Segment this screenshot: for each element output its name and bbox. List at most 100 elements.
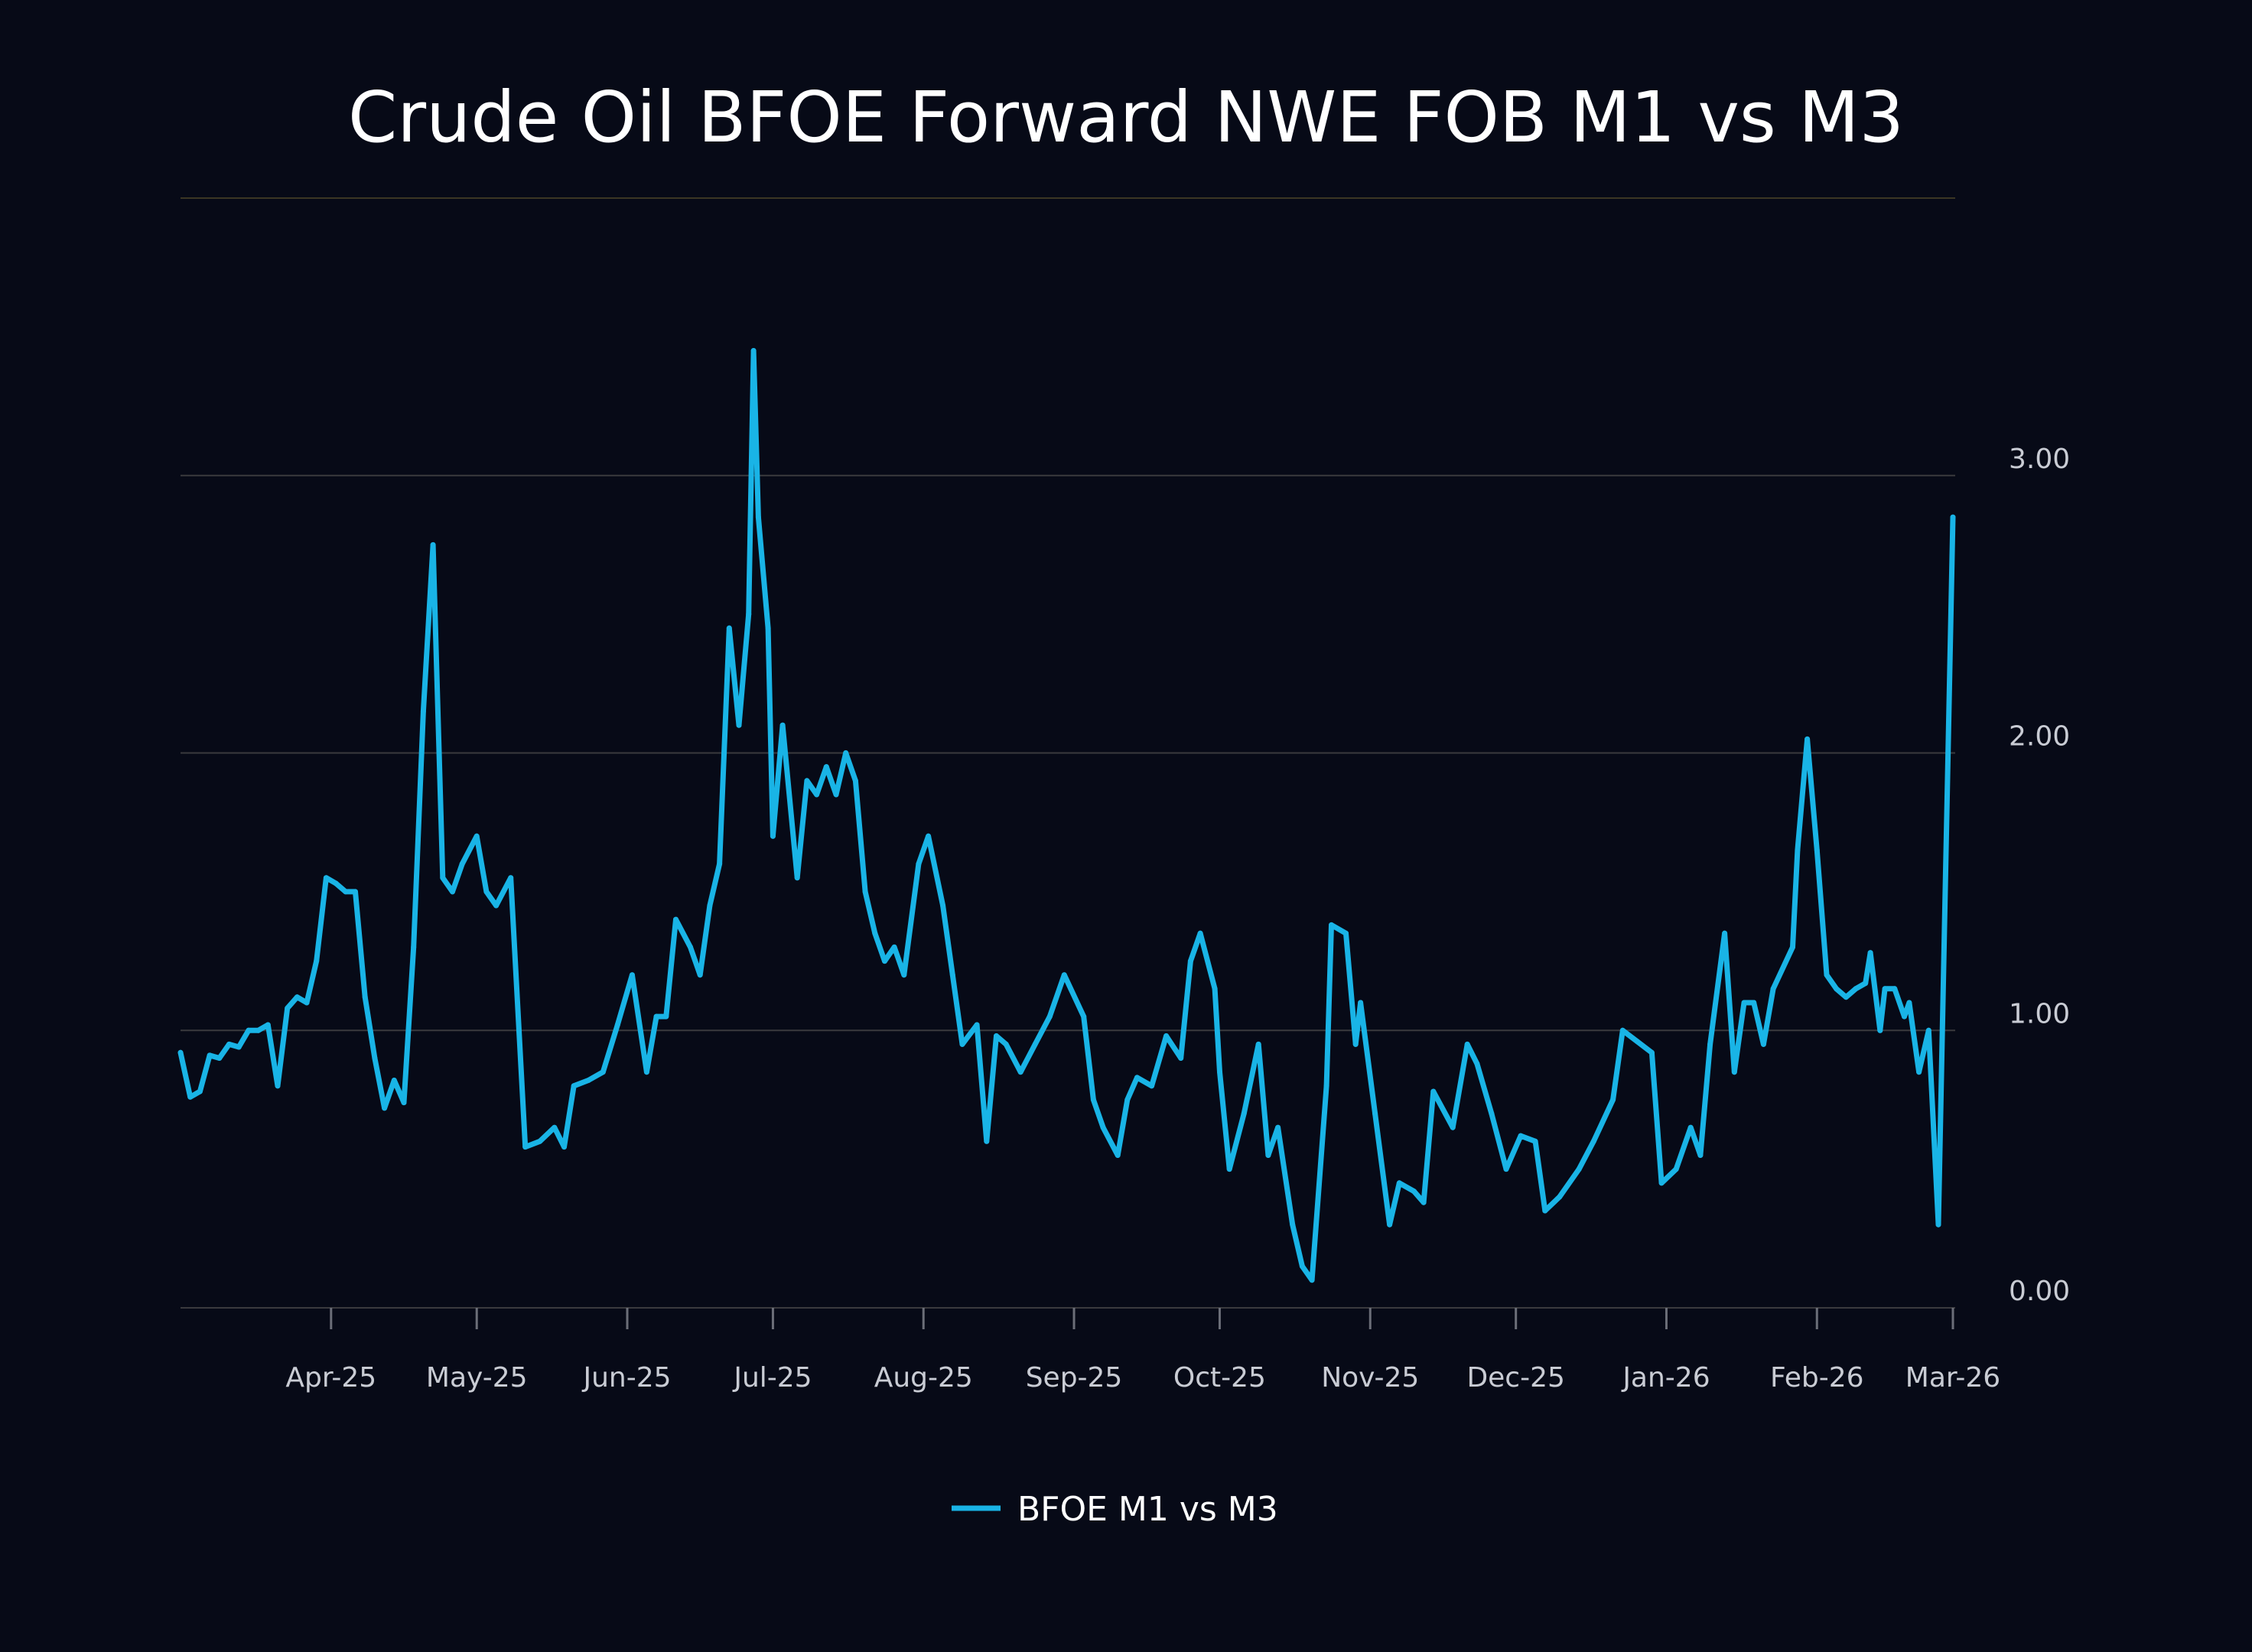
data-point — [1867, 950, 1873, 956]
data-point — [1217, 1069, 1222, 1075]
data-point — [707, 902, 713, 909]
data-point — [823, 764, 829, 770]
data-point — [353, 889, 358, 895]
data-point — [522, 1144, 529, 1150]
data-point — [1003, 1041, 1009, 1047]
data-point — [1358, 1000, 1364, 1006]
data-point — [614, 1022, 620, 1028]
data-point — [474, 833, 480, 839]
data-point — [1760, 1041, 1766, 1047]
data-point — [255, 1027, 262, 1033]
data-point — [1464, 1041, 1470, 1047]
data-point — [333, 880, 339, 886]
data-point — [1299, 1263, 1305, 1270]
x-tick-label: Dec-25 — [1466, 1362, 1564, 1393]
data-point — [755, 514, 761, 520]
data-point — [872, 930, 878, 936]
data-point — [420, 708, 426, 714]
data-point — [697, 972, 703, 978]
data-point — [600, 1069, 606, 1075]
data-point — [1542, 1208, 1548, 1214]
data-point — [643, 1069, 649, 1075]
data-point — [653, 1013, 659, 1019]
data-point — [1226, 1166, 1232, 1172]
data-point — [1557, 1194, 1563, 1200]
data-point — [994, 1033, 999, 1039]
data-point — [1576, 1166, 1582, 1172]
data-point — [1090, 1097, 1096, 1103]
data-point — [1790, 944, 1795, 950]
data-point — [1770, 986, 1776, 992]
data-point — [561, 1144, 567, 1150]
data-point — [629, 972, 635, 978]
data-point — [882, 958, 887, 964]
x-tick-label: Mar-26 — [1905, 1362, 2000, 1393]
chart-title: Crude Oil BFOE Forward NWE FOB M1 vs M3 — [348, 76, 1904, 158]
data-point — [1411, 1189, 1417, 1195]
data-point — [1275, 1124, 1281, 1130]
data-point — [1950, 514, 1956, 520]
data-point — [843, 750, 849, 756]
data-point — [1634, 1039, 1640, 1045]
data-point — [717, 861, 723, 867]
data-point — [1590, 1138, 1596, 1144]
data-point — [585, 1078, 591, 1083]
data-point — [1323, 1083, 1329, 1089]
data-point — [537, 1138, 543, 1144]
data-point — [1450, 1124, 1456, 1130]
data-point — [901, 972, 907, 978]
data-point — [770, 833, 776, 839]
data-point — [891, 944, 897, 950]
data-point — [794, 875, 800, 881]
data-point — [1843, 994, 1849, 1000]
data-point — [571, 1083, 577, 1089]
data-point — [1115, 1153, 1121, 1158]
data-point — [314, 958, 320, 964]
data-point — [1610, 1097, 1616, 1103]
data-point — [216, 1055, 223, 1061]
data-point — [1814, 847, 1820, 853]
data-point — [1741, 1000, 1747, 1006]
data-point — [1197, 930, 1203, 936]
x-tick-label: Jun-25 — [581, 1362, 671, 1393]
data-point — [285, 1005, 291, 1011]
data-point — [750, 348, 757, 353]
data-point — [1619, 1027, 1626, 1033]
data-point — [1722, 930, 1728, 936]
data-point — [1532, 1138, 1538, 1144]
data-point — [323, 875, 329, 881]
data-point — [1430, 1088, 1437, 1094]
data-point — [1017, 1069, 1023, 1075]
y-tick-label: 3.00 — [2009, 444, 2070, 475]
data-point — [1309, 1277, 1315, 1283]
data-point — [959, 1041, 965, 1047]
data-point — [1265, 1153, 1271, 1158]
data-point — [1255, 1041, 1261, 1047]
data-point — [1834, 986, 1840, 992]
data-point — [1731, 1069, 1737, 1075]
data-point — [1046, 1013, 1053, 1019]
data-point — [949, 972, 955, 978]
x-tick-label: Jan-26 — [1621, 1362, 1710, 1393]
data-point — [1290, 1221, 1296, 1228]
x-tick-label: Nov-25 — [1321, 1362, 1419, 1393]
data-point — [1503, 1166, 1509, 1172]
data-point — [450, 889, 455, 895]
y-axis-ticks: 0.00 1.00 2.00 3.00 — [2009, 444, 2070, 1307]
x-tick-label: Aug-25 — [874, 1362, 973, 1393]
data-point — [362, 994, 368, 1000]
data-point — [1081, 1013, 1087, 1019]
data-point — [1863, 980, 1869, 987]
data-point — [372, 1055, 378, 1061]
data-point — [1805, 736, 1811, 742]
data-point — [1124, 1097, 1131, 1103]
series-line — [177, 348, 1956, 1283]
data-point — [1329, 922, 1334, 928]
x-axis-ticks: Apr-25 May-25 Jun-25 Jul-25 Aug-25 Sep-25 Oct-… — [285, 1308, 2000, 1393]
data-point — [1474, 1061, 1480, 1067]
data-point — [304, 1000, 310, 1006]
data-point — [940, 902, 946, 909]
data-point — [1178, 1055, 1184, 1061]
data-point — [1343, 930, 1349, 936]
data-point — [552, 1124, 558, 1130]
